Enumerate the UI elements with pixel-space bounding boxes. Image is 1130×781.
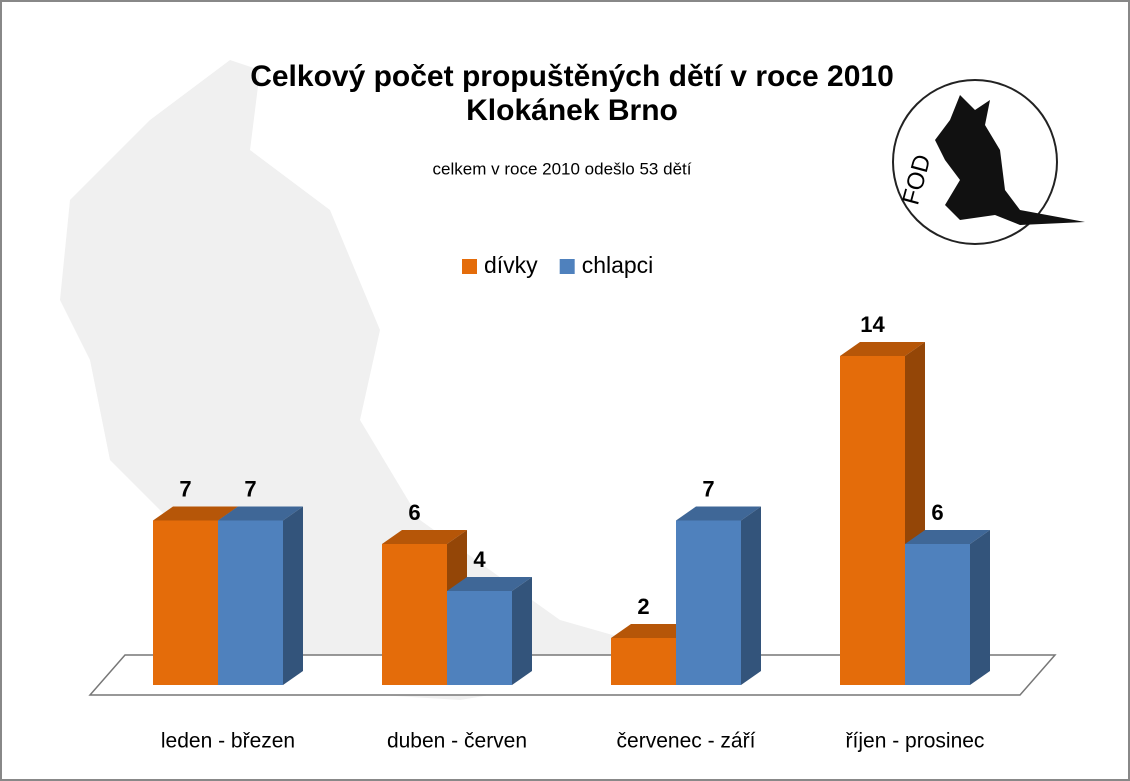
bar-side	[512, 577, 532, 685]
bar-top	[676, 506, 761, 521]
data-label: 6	[931, 500, 943, 525]
legend-swatch	[462, 259, 477, 274]
bar-side	[741, 506, 761, 685]
bar-top	[840, 342, 925, 356]
logo: FOD	[892, 79, 1085, 245]
data-label: 7	[244, 476, 256, 501]
legend-label: dívky	[484, 252, 538, 278]
annotation: celkem v roce 2010 odešlo 53 dětí	[433, 159, 692, 178]
bar-front	[153, 520, 218, 685]
bar-top	[905, 530, 990, 544]
bar-top	[447, 577, 532, 591]
bar-front	[447, 591, 512, 685]
legend-swatch	[559, 259, 575, 274]
bar-side	[970, 530, 990, 685]
bar-front	[905, 544, 970, 685]
x-tick-label: leden - březen	[161, 730, 295, 753]
bar-front	[382, 544, 447, 685]
bar-front	[611, 638, 676, 685]
legend-label: chlapci	[582, 252, 654, 278]
x-tick-label: duben - červen	[387, 730, 527, 753]
bar-top	[382, 530, 467, 544]
data-label: 2	[637, 594, 649, 619]
bar-front	[840, 356, 905, 685]
data-label: 14	[860, 312, 885, 337]
floor	[88, 654, 1057, 696]
bar-top	[218, 506, 303, 521]
data-label: 4	[473, 547, 486, 572]
bar-top	[153, 506, 238, 521]
x-tick-label: červenec - září	[617, 730, 756, 753]
data-label: 7	[179, 476, 191, 501]
data-label: 7	[702, 476, 714, 501]
data-label: 6	[408, 500, 420, 525]
logo-kangaroo	[935, 95, 1085, 225]
bar-front	[218, 520, 283, 685]
chart-subtitle: Klokánek Brno	[466, 94, 678, 127]
bar-top	[611, 624, 696, 638]
bar-side	[283, 506, 303, 685]
chart-title: Celkový počet propuštěných dětí v roce 2…	[250, 60, 894, 93]
x-tick-label: říjen - prosinec	[846, 730, 985, 753]
bar-front	[676, 520, 741, 685]
